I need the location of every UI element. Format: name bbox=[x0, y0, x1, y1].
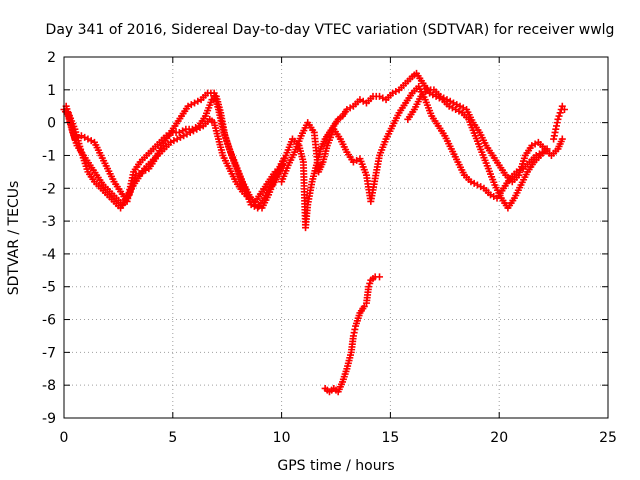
x-tick-label: 15 bbox=[381, 430, 399, 446]
data-point bbox=[353, 156, 361, 164]
x-tick-label: 0 bbox=[60, 430, 69, 446]
y-tick-label: -2 bbox=[42, 181, 56, 197]
y-axis-label: SDTVAR / TECUs bbox=[6, 181, 22, 296]
data-point bbox=[456, 102, 464, 110]
data-point bbox=[366, 279, 374, 287]
data-point bbox=[392, 87, 400, 95]
data-point bbox=[175, 128, 183, 136]
series-trace-h bbox=[550, 102, 568, 143]
y-tick-label: 1 bbox=[47, 83, 56, 99]
x-tick-label: 20 bbox=[490, 430, 508, 446]
series-trace-e bbox=[278, 83, 547, 205]
data-point bbox=[455, 107, 463, 115]
data-point bbox=[453, 101, 461, 109]
data-point bbox=[556, 109, 564, 117]
data-point bbox=[187, 101, 195, 109]
y-tick-label: -8 bbox=[42, 378, 56, 394]
data-point bbox=[440, 94, 448, 102]
data-point bbox=[179, 127, 187, 135]
data-point bbox=[560, 106, 568, 114]
x-tick-label: 25 bbox=[599, 430, 617, 446]
data-point bbox=[176, 133, 184, 141]
data-point bbox=[170, 137, 178, 145]
data-point bbox=[346, 104, 354, 112]
data-point bbox=[470, 179, 478, 187]
data-point bbox=[452, 106, 460, 114]
y-tick-label: -5 bbox=[42, 280, 56, 296]
y-tick-label: -3 bbox=[42, 214, 56, 230]
x-tick-label: 10 bbox=[273, 430, 291, 446]
series-trace-f bbox=[404, 86, 566, 186]
data-point bbox=[555, 112, 563, 120]
data-points bbox=[60, 69, 568, 396]
chart-title: Day 341 of 2016, Sidereal Day-to-day VTE… bbox=[46, 22, 615, 38]
data-point bbox=[490, 192, 498, 200]
data-point bbox=[450, 99, 458, 107]
data-point bbox=[376, 92, 384, 100]
x-tick-label: 5 bbox=[168, 430, 177, 446]
data-point bbox=[473, 181, 481, 189]
plot-frame bbox=[63, 56, 609, 419]
data-point bbox=[558, 135, 566, 143]
y-tick-label: -9 bbox=[42, 411, 56, 427]
data-point bbox=[84, 135, 92, 143]
y-tick-label: 2 bbox=[47, 50, 56, 66]
series-trace-b bbox=[62, 92, 288, 212]
y-tick-label: -7 bbox=[42, 345, 56, 361]
data-point bbox=[81, 133, 89, 141]
data-point bbox=[376, 273, 384, 281]
y-tick-label: -4 bbox=[42, 247, 56, 263]
y-tick-label: -6 bbox=[42, 313, 56, 329]
data-point bbox=[448, 104, 456, 112]
data-point bbox=[191, 99, 199, 107]
data-point bbox=[459, 104, 467, 112]
data-point bbox=[180, 132, 188, 140]
grid bbox=[64, 57, 608, 418]
x-axis-label: GPS time / hours bbox=[277, 458, 394, 474]
data-point bbox=[554, 115, 562, 123]
data-point bbox=[194, 97, 202, 105]
data-point bbox=[477, 183, 485, 191]
series-trace-c bbox=[64, 89, 286, 212]
y-tick-label: 0 bbox=[47, 116, 56, 132]
data-point bbox=[87, 137, 95, 145]
series-trace-g bbox=[321, 273, 384, 396]
data-point bbox=[173, 135, 181, 143]
y-tick-label: -1 bbox=[42, 148, 56, 164]
data-point bbox=[365, 283, 373, 291]
